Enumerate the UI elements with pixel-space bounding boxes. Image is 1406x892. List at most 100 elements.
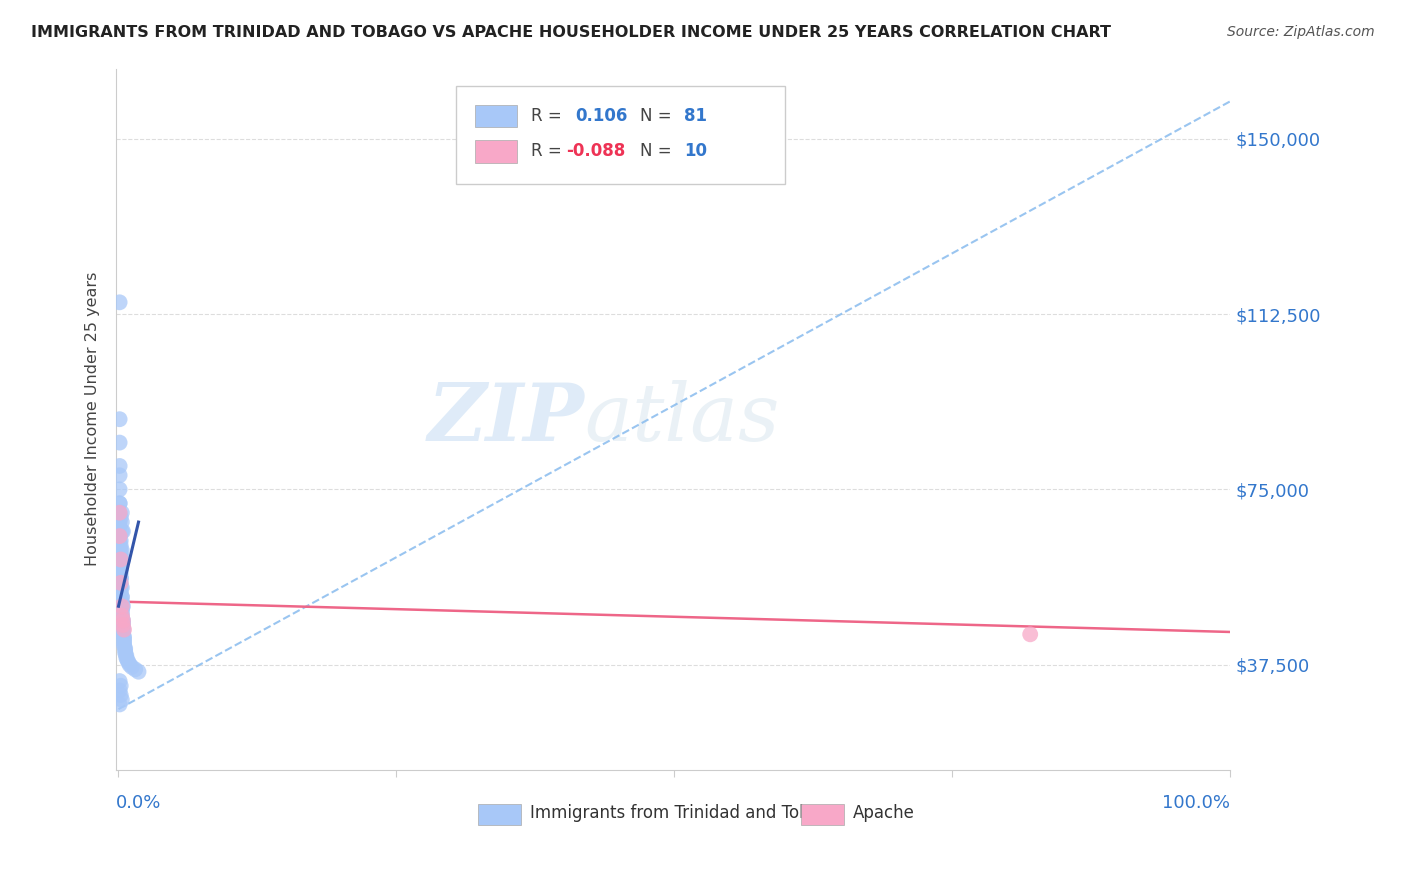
Point: [110, 571, 132, 585]
Point: [111, 613, 134, 627]
Point: [111, 515, 134, 529]
Point: [110, 571, 132, 585]
Point: [111, 590, 134, 604]
Point: [112, 634, 135, 648]
Point: [111, 543, 134, 558]
Point: [110, 571, 132, 585]
Text: 10: 10: [685, 143, 707, 161]
Point: [108, 683, 131, 698]
FancyBboxPatch shape: [475, 105, 517, 128]
FancyBboxPatch shape: [475, 140, 517, 162]
Point: [128, 665, 150, 679]
Point: [108, 468, 131, 483]
Point: [110, 557, 132, 571]
Point: [112, 632, 135, 646]
Point: [118, 657, 141, 672]
Point: [108, 483, 131, 497]
Point: [110, 575, 132, 590]
Point: [111, 601, 134, 615]
Text: 81: 81: [685, 107, 707, 125]
Point: [111, 607, 134, 621]
Point: [117, 656, 139, 670]
Text: ZIP: ZIP: [427, 381, 583, 458]
Text: 0.0%: 0.0%: [117, 795, 162, 813]
Point: [110, 581, 132, 595]
Point: [111, 613, 134, 627]
Point: [111, 506, 134, 520]
Text: N =: N =: [640, 107, 676, 125]
Point: [110, 679, 132, 693]
Text: -0.088: -0.088: [567, 143, 626, 161]
Point: [111, 618, 134, 632]
Point: [111, 692, 134, 706]
Point: [108, 496, 131, 510]
Point: [112, 623, 135, 637]
Point: [108, 506, 131, 520]
FancyBboxPatch shape: [456, 86, 785, 185]
Point: [114, 641, 136, 656]
Point: [112, 639, 135, 653]
Point: [111, 611, 134, 625]
Point: [110, 510, 132, 524]
Point: [110, 562, 132, 576]
Point: [108, 515, 131, 529]
Point: [111, 581, 134, 595]
Point: [108, 412, 131, 426]
Text: R =: R =: [530, 107, 567, 125]
Point: [111, 608, 134, 623]
Point: [111, 552, 134, 566]
Point: [121, 660, 143, 674]
Point: [108, 295, 131, 310]
Point: [111, 594, 134, 608]
Point: [115, 648, 138, 663]
FancyBboxPatch shape: [478, 804, 520, 824]
Point: [110, 543, 132, 558]
Point: [110, 552, 132, 566]
Point: [108, 529, 131, 543]
Text: atlas: atlas: [583, 381, 779, 458]
Point: [111, 620, 134, 634]
Point: [111, 599, 134, 614]
Point: [124, 662, 146, 676]
Point: [108, 458, 131, 473]
Point: [110, 539, 132, 553]
Point: [111, 604, 134, 618]
Point: [108, 552, 131, 566]
Point: [110, 533, 132, 548]
Point: [108, 533, 131, 548]
Text: Apache: Apache: [852, 805, 914, 822]
Point: [110, 552, 132, 566]
Text: IMMIGRANTS FROM TRINIDAD AND TOBAGO VS APACHE HOUSEHOLDER INCOME UNDER 25 YEARS : IMMIGRANTS FROM TRINIDAD AND TOBAGO VS A…: [31, 25, 1111, 40]
Point: [108, 562, 131, 576]
Point: [111, 524, 134, 539]
Point: [108, 529, 131, 543]
Point: [112, 630, 135, 644]
Point: [111, 615, 134, 630]
Point: [111, 599, 134, 614]
Point: [117, 653, 139, 667]
Point: [110, 688, 132, 702]
Point: [111, 597, 134, 611]
Y-axis label: Householder Income Under 25 years: Householder Income Under 25 years: [86, 272, 100, 566]
Point: [110, 585, 132, 599]
Point: [111, 599, 134, 614]
Point: [111, 618, 134, 632]
Point: [111, 624, 134, 639]
Point: [110, 552, 132, 566]
Text: Source: ZipAtlas.com: Source: ZipAtlas.com: [1227, 25, 1375, 39]
Point: [1019, 627, 1042, 641]
Text: R =: R =: [530, 143, 567, 161]
Point: [114, 646, 136, 660]
Point: [110, 575, 132, 590]
Point: [115, 650, 138, 665]
Point: [110, 566, 132, 581]
Point: [111, 627, 134, 641]
Point: [108, 520, 131, 534]
Point: [111, 590, 134, 604]
Point: [108, 435, 131, 450]
Point: [108, 496, 131, 510]
Point: [111, 608, 134, 623]
Text: N =: N =: [640, 143, 676, 161]
Point: [108, 674, 131, 689]
Text: 100.0%: 100.0%: [1163, 795, 1230, 813]
